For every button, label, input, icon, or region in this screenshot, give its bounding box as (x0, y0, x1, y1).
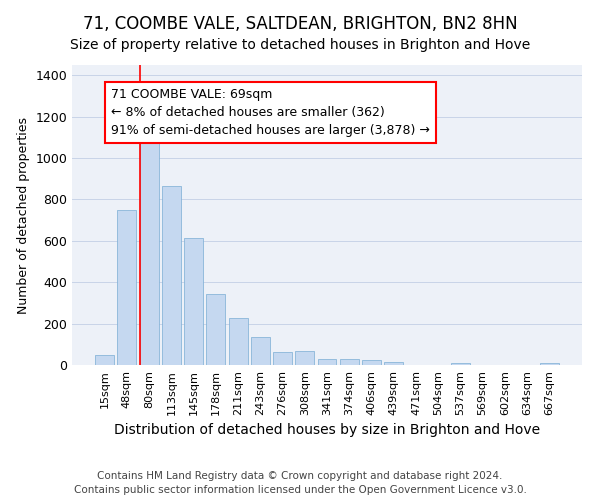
Text: 71, COOMBE VALE, SALTDEAN, BRIGHTON, BN2 8HN: 71, COOMBE VALE, SALTDEAN, BRIGHTON, BN2… (83, 15, 517, 33)
Bar (295, 350, 314, 365)
Bar (140, 138, 158, 365)
Bar (451, 362, 470, 365)
Bar (384, 362, 403, 365)
Bar (340, 359, 359, 365)
Bar (118, 210, 136, 365)
Y-axis label: Number of detached properties: Number of detached properties (17, 116, 30, 314)
Text: Size of property relative to detached houses in Brighton and Hove: Size of property relative to detached ho… (70, 38, 530, 52)
Bar (162, 186, 181, 365)
Bar (317, 359, 337, 365)
Bar (540, 362, 559, 365)
Bar (206, 294, 225, 365)
Text: Contains HM Land Registry data © Crown copyright and database right 2024.
Contai: Contains HM Land Registry data © Crown c… (74, 471, 526, 495)
X-axis label: Distribution of detached houses by size in Brighton and Hove: Distribution of detached houses by size … (114, 423, 540, 437)
Bar (95, 354, 114, 365)
Bar (273, 352, 292, 365)
Bar (362, 360, 381, 365)
Bar (229, 318, 248, 365)
Bar (184, 238, 203, 365)
Bar (251, 337, 270, 365)
Text: 71 COOMBE VALE: 69sqm
← 8% of detached houses are smaller (362)
91% of semi-deta: 71 COOMBE VALE: 69sqm ← 8% of detached h… (112, 88, 430, 137)
